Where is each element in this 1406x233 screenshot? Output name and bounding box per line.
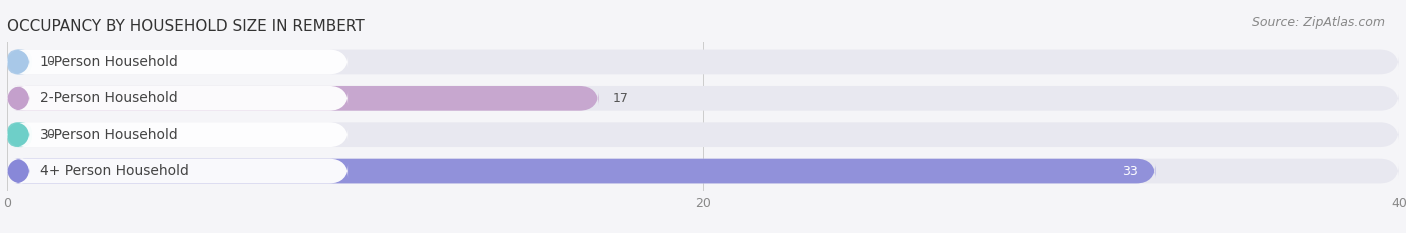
Text: 4+ Person Household: 4+ Person Household xyxy=(39,164,188,178)
FancyBboxPatch shape xyxy=(7,122,349,147)
FancyBboxPatch shape xyxy=(7,86,599,111)
FancyBboxPatch shape xyxy=(7,159,1399,183)
Text: 0: 0 xyxy=(46,55,53,69)
FancyBboxPatch shape xyxy=(7,50,1399,74)
FancyBboxPatch shape xyxy=(7,122,32,147)
Text: 3-Person Household: 3-Person Household xyxy=(39,128,177,142)
Text: OCCUPANCY BY HOUSEHOLD SIZE IN REMBERT: OCCUPANCY BY HOUSEHOLD SIZE IN REMBERT xyxy=(7,19,364,34)
Text: 33: 33 xyxy=(1122,164,1137,178)
FancyBboxPatch shape xyxy=(7,159,1156,183)
FancyBboxPatch shape xyxy=(7,159,30,183)
Text: 1-Person Household: 1-Person Household xyxy=(39,55,177,69)
Text: 17: 17 xyxy=(613,92,628,105)
FancyBboxPatch shape xyxy=(7,122,30,147)
FancyBboxPatch shape xyxy=(7,86,30,111)
FancyBboxPatch shape xyxy=(7,159,349,183)
FancyBboxPatch shape xyxy=(7,86,1399,111)
FancyBboxPatch shape xyxy=(7,50,32,74)
Text: 2-Person Household: 2-Person Household xyxy=(39,91,177,105)
FancyBboxPatch shape xyxy=(7,86,349,111)
Text: Source: ZipAtlas.com: Source: ZipAtlas.com xyxy=(1251,16,1385,29)
FancyBboxPatch shape xyxy=(7,50,30,74)
FancyBboxPatch shape xyxy=(7,122,1399,147)
FancyBboxPatch shape xyxy=(7,50,349,74)
Text: 0: 0 xyxy=(46,128,53,141)
